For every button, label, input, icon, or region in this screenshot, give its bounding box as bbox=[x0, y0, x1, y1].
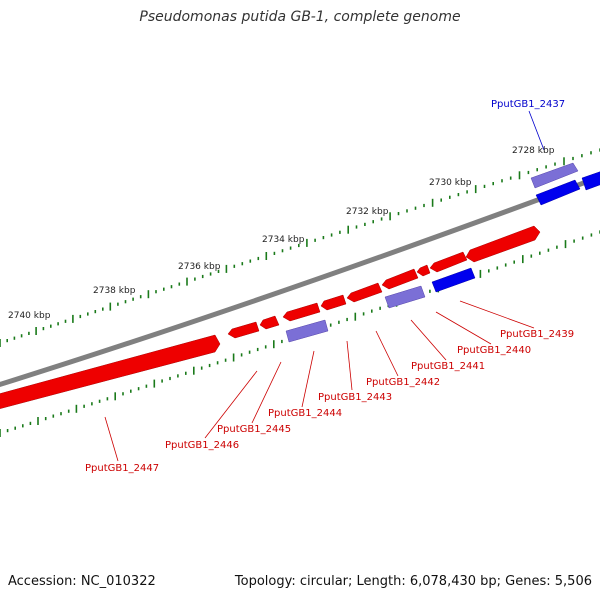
gene-PputGB1_2441[interactable] bbox=[384, 285, 426, 309]
gene-next-forward[interactable] bbox=[581, 170, 600, 191]
gene-label-PputGB1_2441[interactable]: PputGB1_2441 bbox=[411, 361, 485, 372]
gene-label-PputGB1_2440[interactable]: PputGB1_2440 bbox=[457, 345, 531, 356]
kbp-label: 2738 kbp bbox=[93, 286, 136, 296]
leader-PputGB1_2445 bbox=[251, 361, 282, 424]
gene-PputGB1_2439[interactable] bbox=[465, 225, 541, 263]
gene-label-PputGB1_2447[interactable]: PputGB1_2447 bbox=[85, 463, 159, 474]
leader-PputGB1_2437 bbox=[528, 110, 545, 151]
kbp-label: 2740 kbp bbox=[8, 311, 51, 321]
gene-PputGB1_2440b[interactable] bbox=[416, 264, 431, 277]
gene-label-PputGB1_2445[interactable]: PputGB1_2445 bbox=[217, 424, 291, 435]
leader-PputGB1_2442 bbox=[375, 330, 399, 377]
gene-PputGB1_2439-blue[interactable] bbox=[431, 267, 476, 293]
gene-label-PputGB1_2446[interactable]: PputGB1_2446 bbox=[165, 440, 239, 451]
gene-PputGB1_2444[interactable] bbox=[285, 319, 329, 343]
leader-PputGB1_2444 bbox=[301, 350, 315, 408]
label-leader-lines bbox=[104, 110, 545, 462]
kbp-label: 2732 kbp bbox=[346, 207, 389, 217]
gene-PputGB1_2443[interactable] bbox=[346, 282, 383, 303]
forward-strand-genes bbox=[530, 162, 600, 206]
gene-PputGB1_2437-light[interactable] bbox=[530, 162, 579, 189]
lower-forward-genes bbox=[285, 267, 476, 343]
kbp-label: 2734 kbp bbox=[262, 235, 305, 245]
leader-PputGB1_2441 bbox=[410, 319, 447, 361]
gene-PputGB1_2443b[interactable] bbox=[320, 294, 347, 311]
outer-tick-ring bbox=[0, 148, 600, 347]
gene-labels: PputGB1_2437 PputGB1_2439 PputGB1_2440 P… bbox=[85, 99, 574, 474]
kbp-labels: 2728 kbp 2730 kbp 2732 kbp 2734 kbp 2736… bbox=[8, 146, 555, 321]
gene-PputGB1_2437[interactable] bbox=[535, 179, 581, 206]
gene-label-PputGB1_2444[interactable]: PputGB1_2444 bbox=[268, 408, 342, 419]
gene-label-PputGB1_2442[interactable]: PputGB1_2442 bbox=[366, 377, 440, 388]
leader-PputGB1_2443 bbox=[346, 340, 353, 391]
gene-label-PputGB1_2443[interactable]: PputGB1_2443 bbox=[318, 392, 392, 403]
reverse-strand-genes bbox=[0, 225, 541, 410]
gene-PputGB1_2440[interactable] bbox=[429, 251, 468, 273]
leader-PputGB1_2447 bbox=[104, 416, 119, 462]
gene-PputGB1_2446[interactable] bbox=[227, 321, 260, 339]
leader-PputGB1_2440 bbox=[435, 311, 492, 345]
genome-stats: Topology: circular; Length: 6,078,430 bp… bbox=[234, 574, 592, 589]
leader-PputGB1_2446 bbox=[204, 370, 258, 439]
gene-PputGB1_2445[interactable] bbox=[259, 315, 280, 330]
gene-PputGB1_2442[interactable] bbox=[381, 268, 419, 290]
map-title: Pseudomonas putida GB-1, complete genome bbox=[139, 9, 461, 25]
kbp-label: 2730 kbp bbox=[429, 178, 472, 188]
kbp-label: 2728 kbp bbox=[512, 146, 555, 156]
kbp-label: 2736 kbp bbox=[178, 262, 221, 272]
gene-PputGB1_2444-red[interactable] bbox=[282, 302, 321, 322]
gene-label-PputGB1_2437[interactable]: PputGB1_2437 bbox=[491, 99, 565, 110]
genome-backbone bbox=[0, 174, 600, 388]
accession-info: Accession: NC_010322 bbox=[8, 574, 156, 589]
leader-PputGB1_2439 bbox=[459, 300, 535, 329]
gene-label-PputGB1_2439[interactable]: PputGB1_2439 bbox=[500, 329, 574, 340]
gene-PputGB1_2447[interactable] bbox=[0, 334, 221, 410]
